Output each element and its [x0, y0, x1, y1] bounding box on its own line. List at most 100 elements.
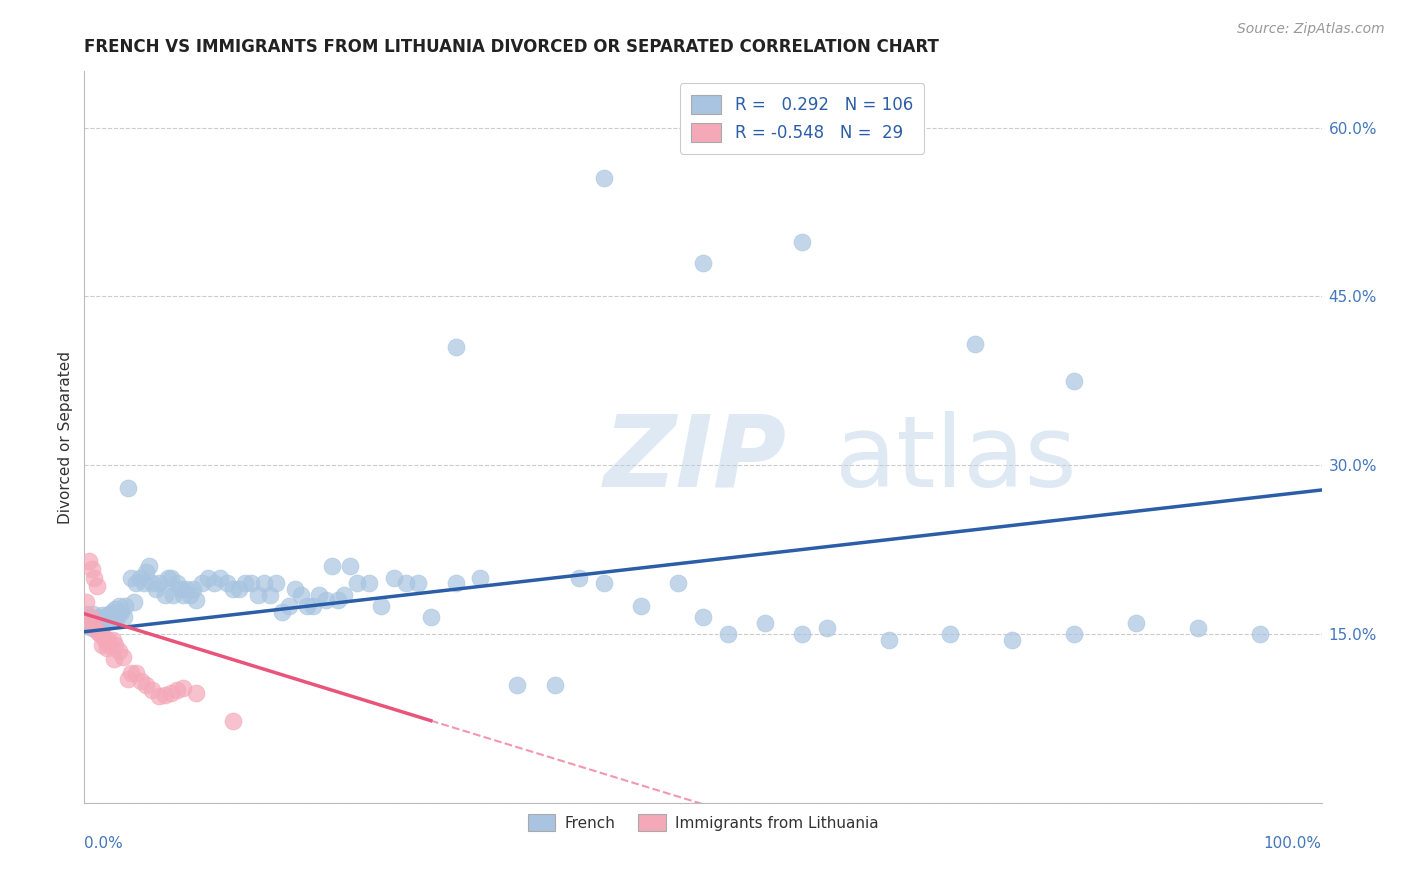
Point	[157, 571, 180, 585]
Point	[246, 588, 269, 602]
Point	[228, 582, 250, 596]
Point	[145, 582, 167, 596]
Point	[93, 616, 115, 631]
Point	[877, 632, 900, 647]
Point	[717, 627, 740, 641]
Point	[170, 582, 193, 596]
Point	[153, 688, 176, 702]
Point	[284, 582, 307, 596]
Point	[1187, 621, 1209, 635]
Point	[253, 576, 276, 591]
Point	[90, 638, 112, 652]
Point	[222, 582, 245, 596]
Point	[290, 588, 312, 602]
Point	[75, 595, 97, 609]
Point	[754, 615, 776, 630]
Point	[240, 576, 263, 591]
Point	[107, 607, 129, 621]
Point	[543, 678, 565, 692]
Point	[315, 593, 337, 607]
Point	[326, 593, 349, 607]
Point	[82, 607, 104, 621]
Text: 0.0%: 0.0%	[84, 836, 124, 851]
Point	[470, 571, 492, 585]
Point	[91, 629, 114, 643]
Point	[79, 618, 101, 632]
Point	[101, 632, 124, 647]
Point	[108, 599, 131, 613]
Point	[105, 610, 128, 624]
Point	[89, 611, 111, 625]
Point	[82, 615, 104, 630]
Point	[101, 607, 124, 622]
Point	[122, 595, 145, 609]
Point	[79, 554, 101, 568]
Point	[1063, 627, 1085, 641]
Point	[370, 599, 392, 613]
Point	[160, 685, 183, 699]
Point	[141, 683, 163, 698]
Point	[117, 672, 139, 686]
Point	[80, 621, 103, 635]
Point	[114, 599, 136, 613]
Point	[271, 605, 294, 619]
Point	[129, 674, 152, 689]
Point	[444, 576, 467, 591]
Point	[79, 610, 101, 624]
Point	[104, 638, 127, 652]
Point	[184, 685, 207, 699]
Point	[86, 614, 108, 628]
Point	[117, 481, 139, 495]
Point	[408, 576, 430, 591]
Point	[153, 588, 176, 602]
Point	[666, 576, 689, 591]
Point	[939, 627, 962, 641]
Point	[197, 571, 219, 585]
Point	[90, 607, 112, 622]
Point	[233, 576, 256, 591]
Point	[259, 588, 281, 602]
Point	[87, 624, 110, 639]
Point	[692, 255, 714, 269]
Point	[419, 610, 441, 624]
Point	[120, 666, 142, 681]
Point	[209, 571, 232, 585]
Point	[100, 605, 122, 619]
Point	[630, 599, 652, 613]
Point	[96, 615, 118, 629]
Point	[179, 588, 201, 602]
Point	[75, 607, 97, 621]
Point	[141, 576, 163, 591]
Point	[264, 576, 287, 591]
Point	[172, 588, 194, 602]
Point	[160, 571, 183, 585]
Legend: French, Immigrants from Lithuania: French, Immigrants from Lithuania	[520, 806, 886, 839]
Point	[125, 666, 148, 681]
Point	[98, 607, 121, 621]
Point	[110, 605, 132, 619]
Point	[112, 610, 135, 624]
Point	[125, 576, 148, 591]
Point	[79, 612, 101, 626]
Point	[98, 638, 121, 652]
Point	[1125, 615, 1147, 630]
Text: atlas: atlas	[835, 410, 1077, 508]
Point	[308, 588, 330, 602]
Point	[86, 579, 108, 593]
Point	[339, 559, 361, 574]
Point	[94, 610, 117, 624]
Point	[815, 621, 838, 635]
Point	[166, 683, 188, 698]
Point	[191, 576, 214, 591]
Point	[222, 714, 245, 728]
Point	[138, 559, 160, 574]
Point	[181, 582, 204, 596]
Point	[302, 599, 325, 613]
Point	[692, 610, 714, 624]
Point	[346, 576, 368, 591]
Point	[84, 615, 107, 630]
Point	[333, 588, 356, 602]
Point	[96, 640, 118, 655]
Point	[382, 571, 405, 585]
Point	[357, 576, 380, 591]
